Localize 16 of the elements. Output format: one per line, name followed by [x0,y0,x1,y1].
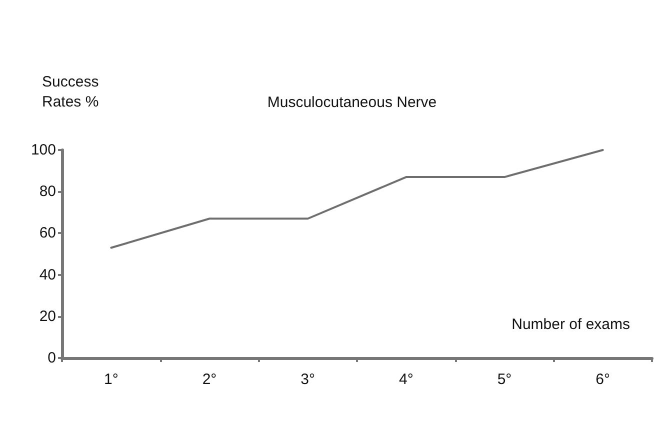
y-tick-label: 100 [30,142,56,158]
y-tick-label: 20 [39,308,56,325]
x-tick-label: 4° [398,371,414,388]
y-tick-label: 0 [48,350,56,366]
x-tick-label: 2° [202,371,217,388]
y-tick-label: 60 [39,224,56,242]
x-axis-title: Number of exams [512,316,630,333]
x-tick-label: 1° [104,371,118,388]
line-series [110,149,604,249]
chart-title: Musculocutaneous Nerve [267,94,437,111]
x-tick-label: 3° [300,371,316,388]
y-tick-label: 40 [39,266,56,284]
y-axis-title: Success Rates % [42,74,99,110]
y-tick-label: 80 [39,183,56,200]
x-tick-label: 5° [497,371,512,388]
x-tick-label: 6° [596,371,610,388]
